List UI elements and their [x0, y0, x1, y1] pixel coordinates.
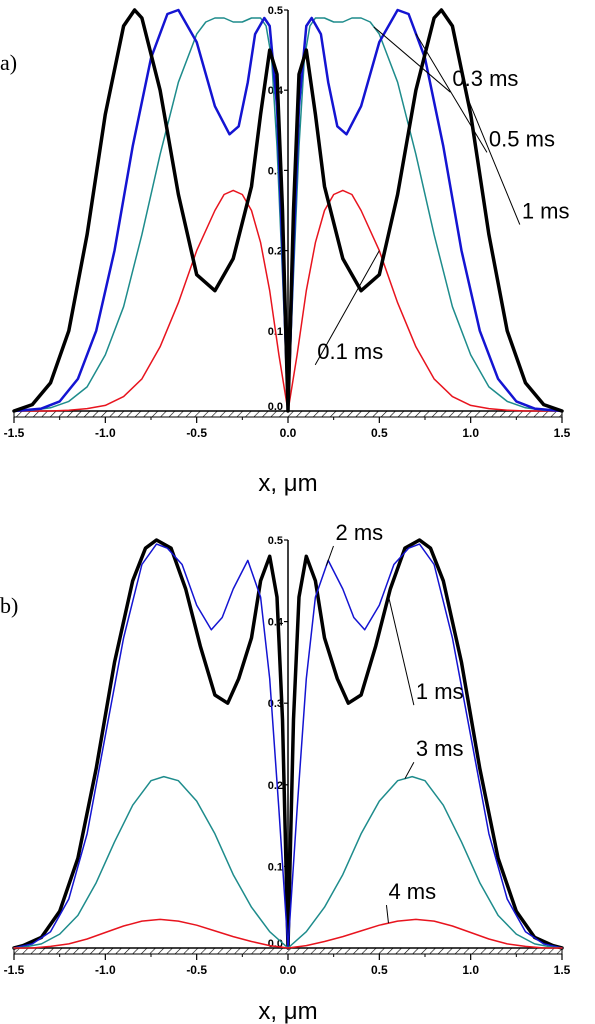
panel-a: -1.5 -1.0 -0.5 0.0 0.5 1.0 1.50.00.10.20.30.40… — [0, 5, 571, 497]
chart-a-xtick-label: 1.5 — [554, 426, 571, 440]
chart-b-annotation-label: 2 ms — [335, 520, 383, 545]
chart-a-xtick-label: 1.0 — [462, 426, 479, 440]
chart-b-series-line — [13, 918, 563, 949]
chart-b-xtick-label: -1.0 — [95, 963, 116, 977]
chart-a-annotation-leader — [314, 250, 380, 366]
chart-a-xtick-label: -1.0 — [95, 426, 116, 440]
chart-b-ytick-label: 0.0 — [268, 938, 283, 950]
chart-b-x-axis-label: x, μm — [258, 998, 317, 1024]
chart-a-annotation-label: 0.1 ms — [317, 339, 383, 364]
chart-a-panel-label: a) — [0, 50, 17, 75]
chart-b-xtick-label: 1.5 — [554, 963, 571, 977]
chart-a-ytick-label: 0.0 — [268, 401, 283, 413]
chart-a-series-line — [12, 8, 564, 413]
chart-a-annotation-leader — [373, 26, 451, 93]
chart-a-ytick-label: 0.2 — [268, 246, 283, 258]
chart-a-annotation-leader — [415, 33, 488, 153]
chart-b-annotation-leader — [385, 904, 389, 924]
chart-b-xtick-label: -1.5 — [4, 963, 25, 977]
chart-b-annotation-label: 1 ms — [416, 679, 464, 704]
chart-b-xtick-label: 0.0 — [280, 963, 297, 977]
chart-b-annotation-label: 4 ms — [388, 879, 436, 904]
chart-b-panel-label: b) — [0, 593, 18, 618]
chart-b-annotation-leader — [387, 595, 415, 706]
chart-b-xtick-label: 1.0 — [462, 963, 479, 977]
chart-a-xtick-label: 0.5 — [371, 426, 388, 440]
chart-a-x-axis-label: x, μm — [258, 470, 317, 497]
chart-a-xtick-label: 0.0 — [280, 426, 297, 440]
chart-a-xtick-label: -0.5 — [186, 426, 207, 440]
chart-b-annotation-leader — [325, 545, 334, 566]
chart-b-ytick-label: 0.4 — [268, 617, 284, 629]
chart-b-annotation-label: 3 ms — [416, 736, 464, 761]
chart-a-xtick-label: -1.5 — [4, 426, 25, 440]
chart-a-annotation-label: 0.5 ms — [489, 126, 555, 151]
chart-b-xtick-label: -0.5 — [186, 963, 207, 977]
panel-b: -1.5 -1.0 -0.5 0.0 0.5 1.0 1.50.00.10.20.30.40… — [0, 520, 571, 1024]
chart-a-annotation-label: 1 ms — [522, 199, 570, 224]
chart-b-ytick-label: 0.1 — [268, 861, 283, 873]
chart-b-xtick-label: 0.5 — [371, 963, 388, 977]
chart-a-annotation-leader — [466, 96, 521, 225]
chart-a-annotation-label: 0.3 ms — [452, 66, 518, 91]
chart-b-ytick-label: 0.5 — [268, 535, 283, 547]
chart-b-annotation-leader — [404, 762, 415, 779]
chart-a-ytick-label: 0.5 — [268, 5, 283, 17]
chart-b-ytick-label: 0.2 — [268, 780, 283, 792]
